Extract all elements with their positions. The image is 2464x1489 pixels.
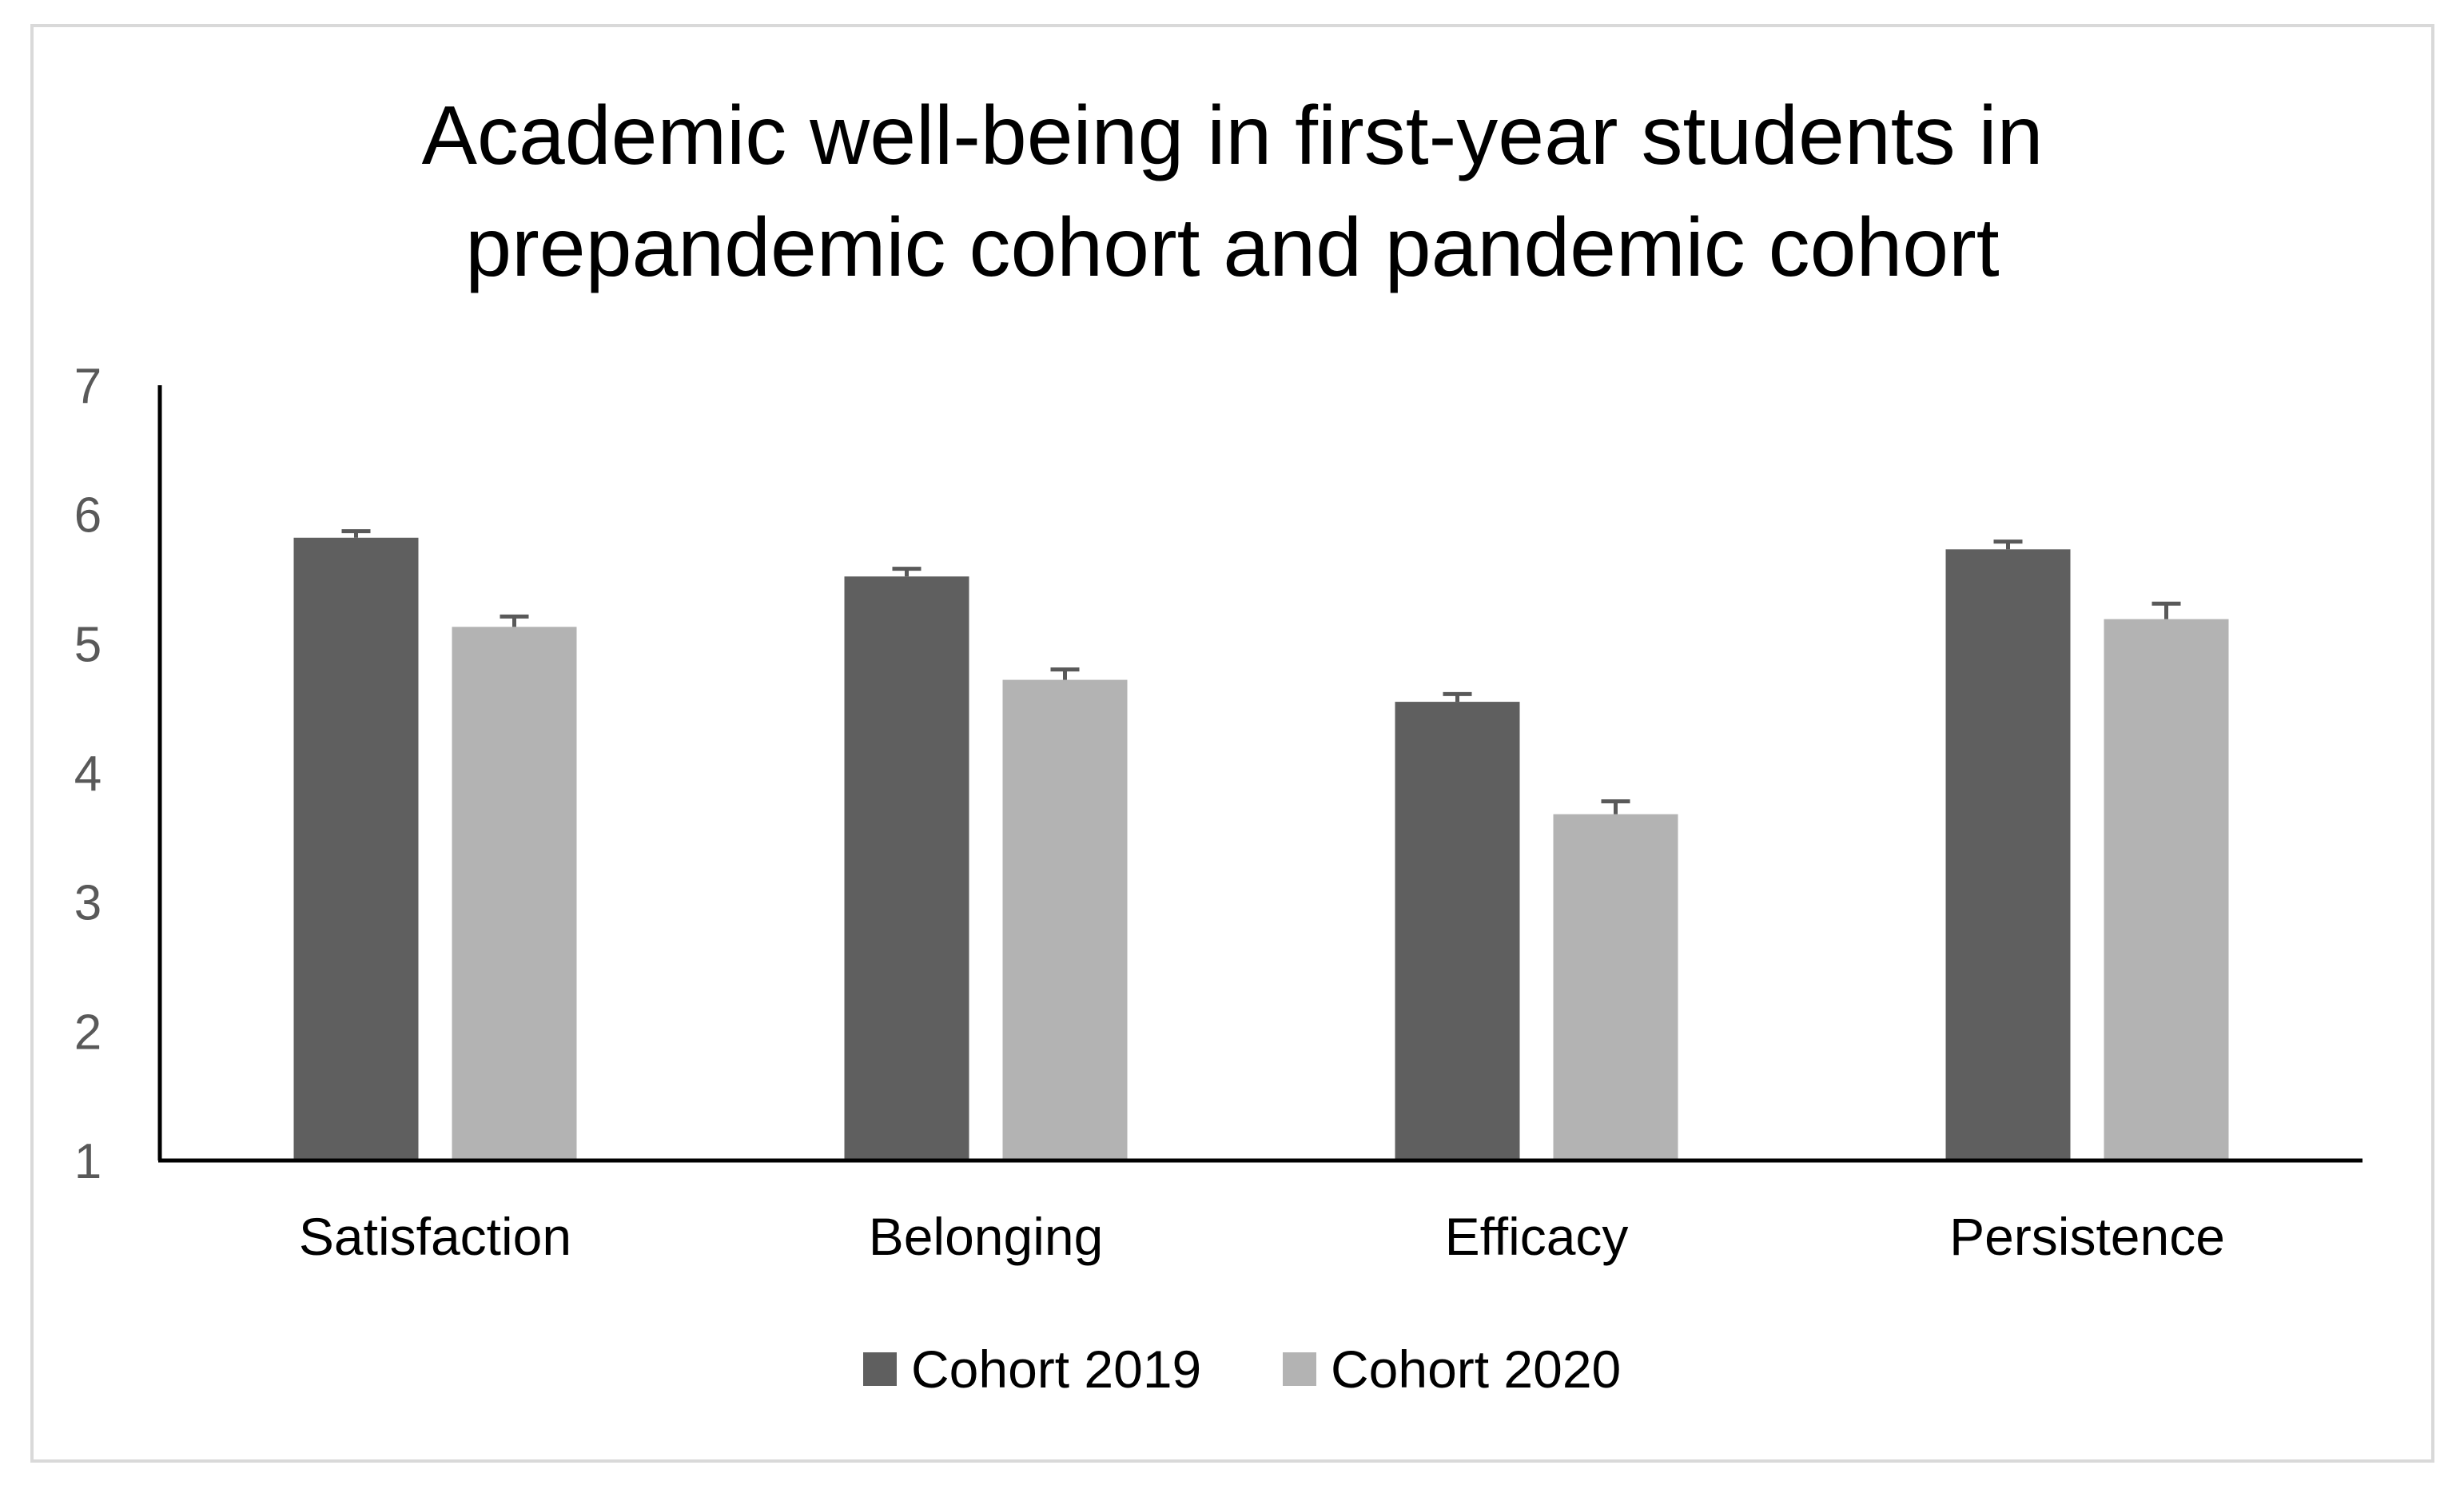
bar-efficacy-cohort-2019 — [1395, 702, 1520, 1161]
bars — [293, 537, 2229, 1161]
bar-satisfaction-cohort-2019 — [293, 537, 419, 1161]
axes — [157, 385, 2362, 1163]
legend-label: Cohort 2019 — [911, 1340, 1201, 1399]
y-tick-label: 4 — [74, 746, 102, 802]
bar-belonging-cohort-2019 — [844, 576, 969, 1161]
error-bar — [1993, 539, 2023, 550]
chart-title-line-2: prepandemic cohort and pandemic cohort — [465, 201, 1999, 294]
legend-label: Cohort 2020 — [1331, 1340, 1621, 1399]
error-bar — [1601, 799, 1630, 814]
legend-swatch — [1283, 1352, 1316, 1386]
y-tick-label: 6 — [74, 488, 102, 543]
y-tick-label: 7 — [74, 359, 102, 414]
x-category-label: Belonging — [869, 1207, 1104, 1266]
error-bar — [1050, 667, 1080, 680]
bar-satisfaction-cohort-2020 — [452, 627, 577, 1161]
bar-persistence-cohort-2019 — [1945, 549, 2071, 1161]
chart-title: Academic well-being in first-year studen… — [422, 90, 2044, 294]
y-axis-ticks: 1 2 3 4 5 6 7 — [74, 359, 102, 1189]
bar-persistence-cohort-2020 — [2104, 619, 2229, 1161]
x-axis-categories: Satisfaction Belonging Efficacy Persistence — [299, 1207, 2225, 1266]
x-category-label: Efficacy — [1445, 1207, 1629, 1266]
error-bar — [2152, 601, 2181, 619]
chart-title-line-1: Academic well-being in first-year studen… — [422, 90, 2044, 182]
y-tick-label: 3 — [74, 876, 102, 931]
y-tick-label: 5 — [74, 617, 102, 672]
bar-belonging-cohort-2020 — [1002, 679, 1128, 1161]
error-bars — [341, 529, 2181, 814]
error-bar — [892, 567, 922, 577]
y-tick-label: 1 — [74, 1134, 102, 1189]
y-tick-label: 2 — [74, 1005, 102, 1060]
x-category-label: Persistence — [1949, 1207, 2225, 1266]
error-bar — [1443, 691, 1472, 703]
legend-swatch — [863, 1352, 897, 1386]
bar-efficacy-cohort-2020 — [1553, 814, 1678, 1161]
error-bar — [341, 529, 371, 538]
legend: Cohort 2019 Cohort 2020 — [863, 1340, 1621, 1399]
x-category-label: Satisfaction — [299, 1207, 571, 1266]
error-bar — [500, 614, 529, 627]
